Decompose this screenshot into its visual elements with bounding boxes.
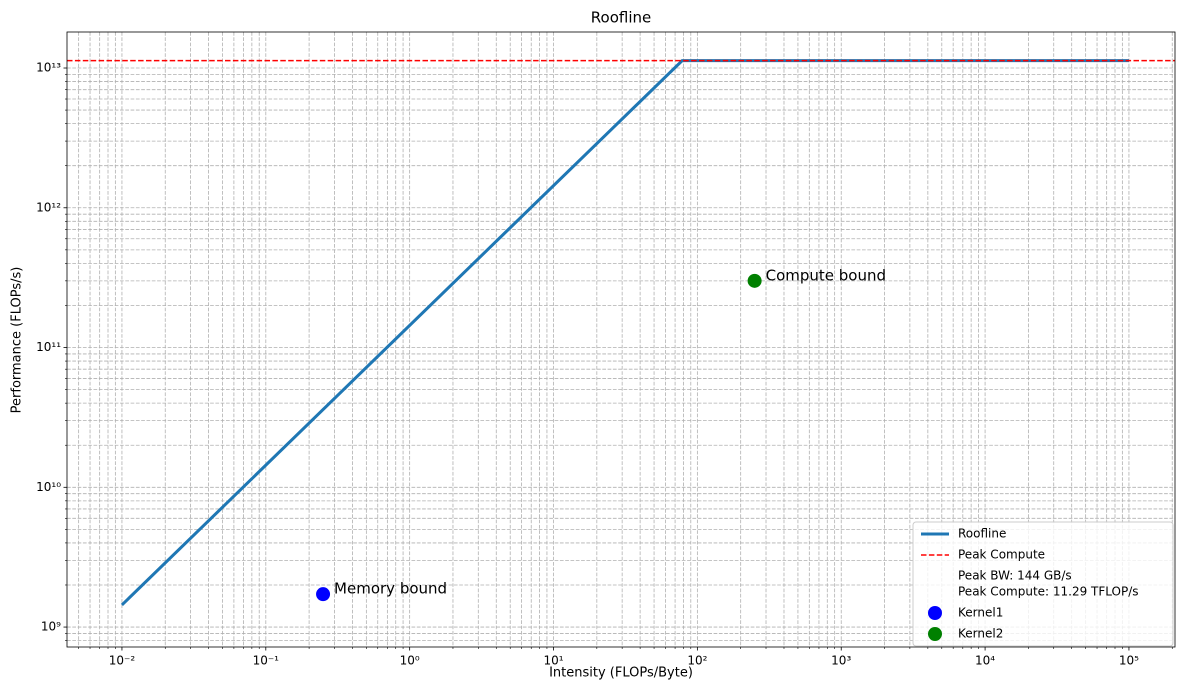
x-tick-label: 10⁰	[400, 654, 420, 668]
x-tick-label: 10⁴	[975, 654, 995, 668]
chart-title: Roofline	[591, 9, 651, 27]
y-axis-label: Performance (FLOPs/s)	[10, 267, 25, 414]
x-tick-label: 10²	[687, 654, 707, 668]
kernel-point	[316, 587, 331, 602]
y-tick-label: 10¹⁰	[36, 480, 61, 494]
x-axis-label: Intensity (FLOPs/Byte)	[549, 666, 693, 681]
y-tick-label: 10¹¹	[36, 340, 61, 354]
legend-box	[912, 521, 1174, 647]
annotation: Memory bound	[334, 580, 447, 598]
x-tick-label: 10³	[831, 654, 851, 668]
legend-note: Peak BW: 144 GB/s	[958, 569, 1072, 583]
legend-swatch	[928, 606, 942, 620]
legend-label: Peak Compute	[958, 548, 1045, 562]
x-tick-label: 10⁻²	[109, 654, 136, 668]
y-tick-label: 10¹³	[36, 61, 61, 75]
x-tick-label: 10⁵	[1119, 654, 1139, 668]
plot-area	[67, 59, 1175, 607]
x-tick-label: 10⁻¹	[253, 654, 280, 668]
legend-label: Roofline	[958, 527, 1006, 541]
legend-note: Peak Compute: 11.29 TFLOP/s	[958, 585, 1139, 599]
kernel-point	[747, 273, 762, 288]
x-tick-label: 10¹	[543, 654, 563, 668]
legend-label: Kernel1	[958, 606, 1003, 620]
legend-label: Kernel2	[958, 627, 1003, 641]
legend-swatch	[928, 627, 942, 641]
y-tick-label: 10¹²	[36, 200, 61, 214]
legend: Roofline Peak Compute Peak BW: 144 GB/s Pea…	[912, 521, 1174, 647]
y-tick-label: 10⁹	[41, 620, 61, 634]
axes-frame	[66, 31, 1176, 648]
annotation: Compute bound	[766, 266, 886, 284]
